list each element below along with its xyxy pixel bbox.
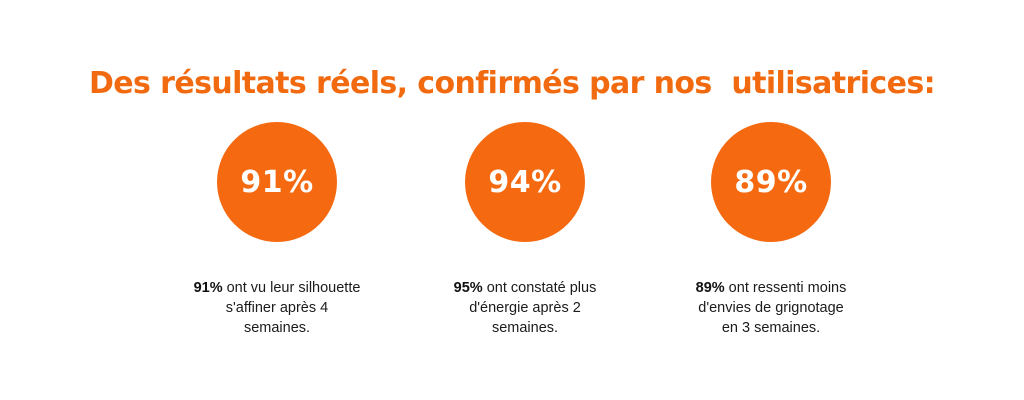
stat-description-highlight: 91% bbox=[193, 280, 223, 296]
stat-description: 91% ont vu leur silhouette s'affiner apr… bbox=[157, 278, 397, 338]
stat-description-text: ont constaté plus bbox=[482, 280, 597, 296]
stat-value: 89% bbox=[734, 164, 808, 200]
stat-description-highlight: 89% bbox=[695, 280, 725, 296]
stat-card-1: 91% 91% ont vu leur silhouette s'affiner… bbox=[157, 122, 397, 338]
stat-description-line: s'affiner après 4 bbox=[225, 300, 329, 316]
stat-circle: 94% bbox=[465, 122, 585, 242]
stat-description-line: 95% ont constaté plus bbox=[405, 278, 645, 298]
page-title: Des résultats réels, confirmés par nos u… bbox=[89, 66, 936, 101]
stat-description-line: en 3 semaines. bbox=[721, 320, 821, 336]
stat-description-text: ont vu leur silhouette bbox=[222, 280, 361, 296]
stat-value: 94% bbox=[488, 164, 562, 200]
stat-circle: 91% bbox=[217, 122, 337, 242]
stat-description-line: semaines. bbox=[491, 320, 559, 336]
stat-description-highlight: 95% bbox=[453, 280, 483, 296]
stat-description-line: d'énergie après 2 bbox=[469, 300, 581, 316]
stat-description-line: 89% ont ressenti moins bbox=[651, 278, 891, 298]
stat-value: 91% bbox=[240, 164, 314, 200]
stat-description-text: ont ressenti moins bbox=[724, 280, 847, 296]
stat-card-3: 89% 89% ont ressenti moins d'envies de g… bbox=[651, 122, 891, 338]
stat-card-2: 94% 95% ont constaté plus d'énergie aprè… bbox=[405, 122, 645, 338]
stat-circle: 89% bbox=[711, 122, 831, 242]
stat-description-line: semaines. bbox=[243, 320, 311, 336]
stat-description: 89% ont ressenti moins d'envies de grign… bbox=[651, 278, 891, 338]
stat-description-line: d'envies de grignotage bbox=[698, 300, 844, 316]
stat-description: 95% ont constaté plus d'énergie après 2 … bbox=[405, 278, 645, 338]
stat-description-line: 91% ont vu leur silhouette bbox=[157, 278, 397, 298]
